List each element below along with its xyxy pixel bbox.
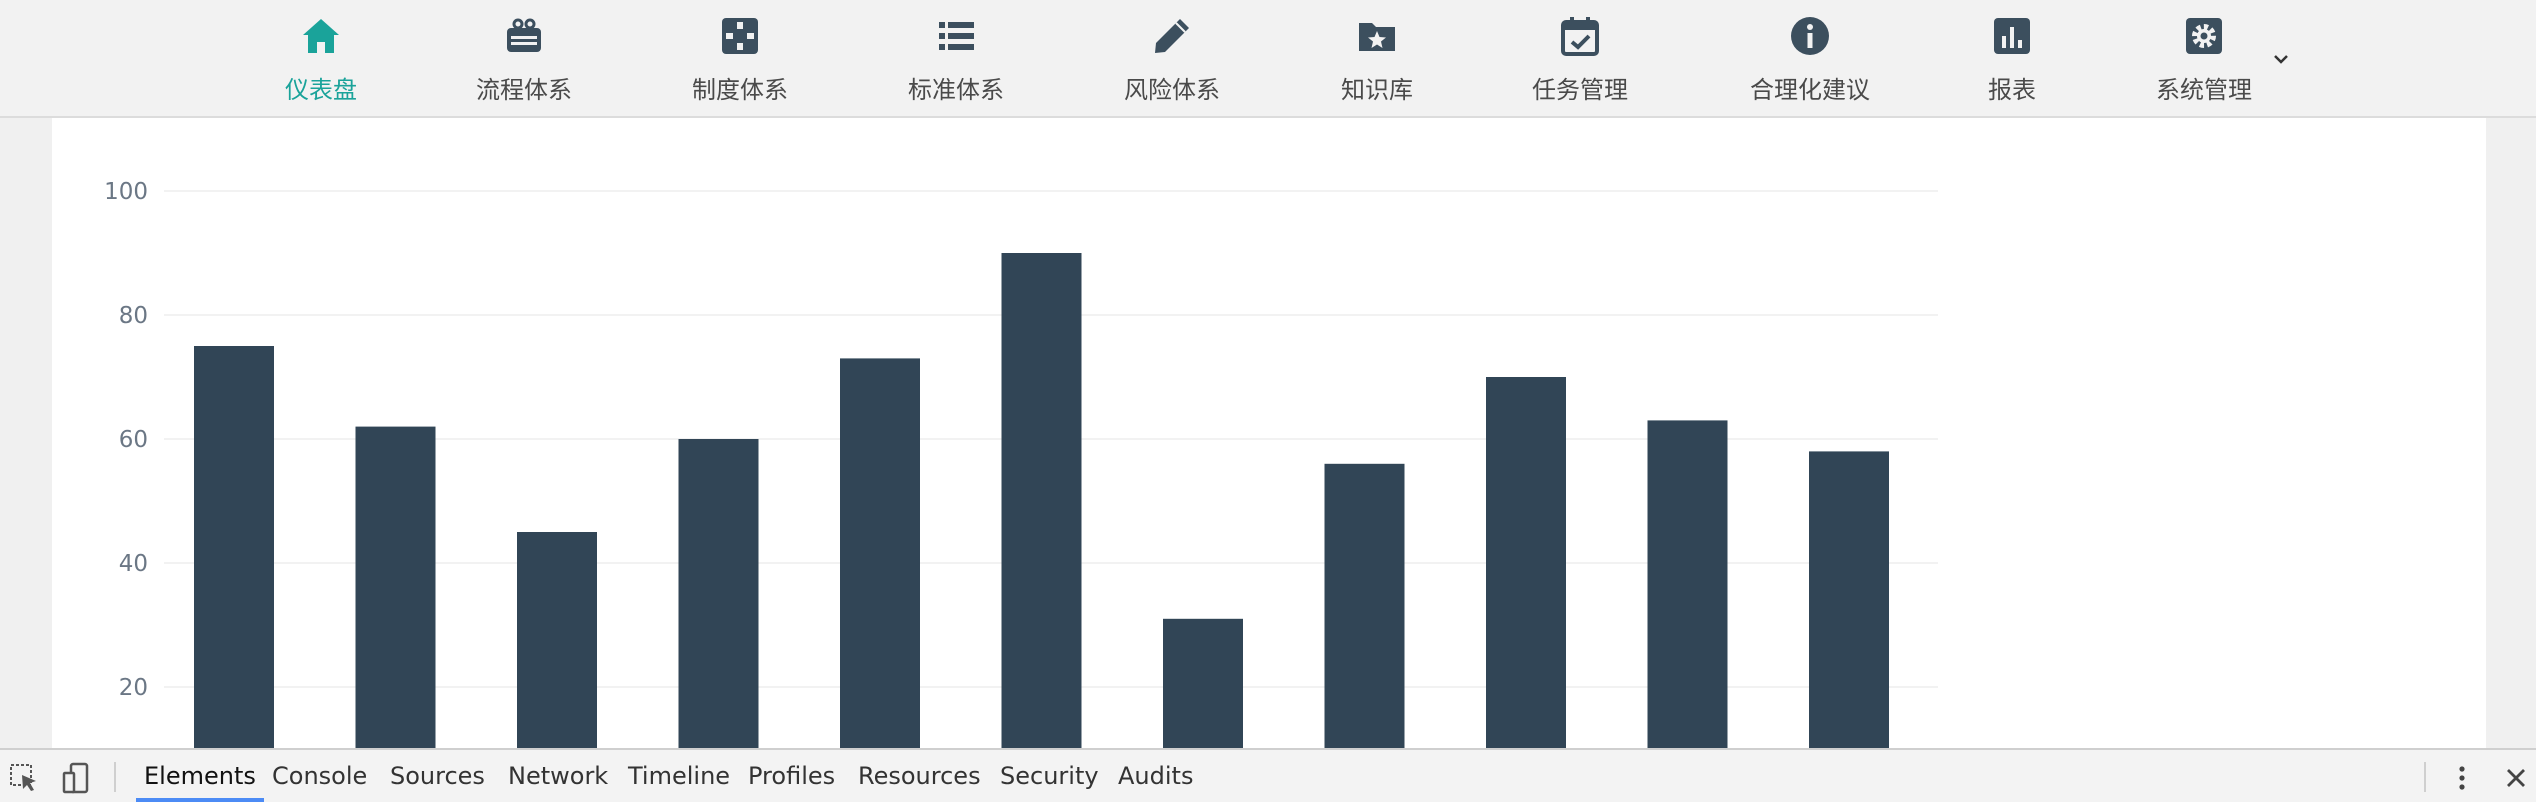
process-icon — [502, 14, 546, 58]
close-icon[interactable] — [2498, 760, 2534, 796]
bar-chart: 100 80 60 40 20 — [104, 179, 1938, 748]
tab-profiles[interactable]: Profiles — [748, 762, 836, 790]
y-tick-label: 60 — [119, 427, 148, 453]
tab-network[interactable]: Network — [508, 762, 609, 790]
nav-label: 合理化建议 — [1750, 76, 1870, 104]
chart-bar[interactable] — [517, 532, 597, 748]
tab-resources[interactable]: Resources — [858, 762, 981, 790]
nav-item-reports[interactable]: 报表 — [1982, 14, 2042, 104]
y-tick-label: 80 — [119, 303, 148, 329]
nav-label: 报表 — [1988, 76, 2036, 104]
calendar-check-icon — [1558, 14, 1602, 58]
nav-label: 流程体系 — [476, 76, 572, 104]
info-icon — [1788, 14, 1832, 58]
nav-item-system[interactable]: 系统管理 — [2150, 14, 2258, 104]
nav-label: 风险体系 — [1124, 76, 1220, 104]
y-tick-label: 20 — [119, 675, 148, 701]
nav-label: 制度体系 — [692, 76, 788, 104]
chart-bar[interactable] — [1324, 463, 1405, 748]
toolbar-divider — [114, 762, 116, 792]
chevron-down-icon[interactable] — [2268, 46, 2294, 72]
nav-item-dashboard[interactable]: 仪表盘 — [276, 14, 366, 104]
more-options-icon[interactable] — [2444, 760, 2480, 796]
gear-icon — [2182, 14, 2226, 58]
chart-bar[interactable] — [1001, 253, 1082, 748]
chart-bar[interactable] — [1163, 618, 1243, 748]
list-icon — [934, 14, 978, 58]
devtools-bar: Elements Console Sources Network Timelin… — [0, 748, 2536, 802]
tab-audits[interactable]: Audits — [1118, 762, 1194, 790]
home-icon — [299, 14, 343, 58]
chart-bar[interactable] — [1486, 377, 1566, 748]
nav-item-tasks[interactable]: 任务管理 — [1526, 14, 1634, 104]
top-navigation: 仪表盘 流程体系 制度体系 标准体系 风险体系 知识库 任务管理 — [0, 0, 2536, 118]
policy-icon — [718, 14, 762, 58]
y-tick-label: 100 — [104, 179, 148, 205]
nav-label: 仪表盘 — [285, 76, 357, 104]
nav-item-policy[interactable]: 制度体系 — [686, 14, 794, 104]
nav-item-suggestions[interactable]: 合理化建议 — [1742, 14, 1878, 104]
nav-label: 任务管理 — [1532, 76, 1628, 104]
chart-bar[interactable] — [840, 358, 920, 748]
toolbar-divider — [2424, 762, 2426, 792]
tab-timeline[interactable]: Timeline — [628, 762, 731, 790]
tab-security[interactable]: Security — [1000, 762, 1099, 790]
y-tick-label: 40 — [119, 551, 148, 577]
nav-label: 系统管理 — [2156, 76, 2252, 104]
nav-item-process[interactable]: 流程体系 — [470, 14, 578, 104]
tab-elements[interactable]: Elements — [136, 750, 264, 802]
chart-bar[interactable] — [355, 426, 436, 748]
nav-item-risk[interactable]: 风险体系 — [1118, 14, 1226, 104]
dashboard-panel: 100 80 60 40 20 — [52, 118, 2486, 748]
tab-console[interactable]: Console — [272, 762, 368, 790]
nav-item-knowledge[interactable]: 知识库 — [1330, 14, 1424, 104]
pencil-icon — [1150, 14, 1194, 58]
nav-label: 知识库 — [1341, 76, 1413, 104]
tab-sources[interactable]: Sources — [390, 762, 485, 790]
chart-bar[interactable] — [194, 346, 274, 748]
inspect-icon[interactable] — [6, 760, 42, 796]
chart-bar[interactable] — [678, 439, 759, 748]
star-folder-icon — [1355, 14, 1399, 58]
device-mode-icon[interactable] — [58, 760, 94, 796]
chart-bar[interactable] — [1647, 420, 1728, 748]
nav-label: 标准体系 — [908, 76, 1004, 104]
nav-item-standards[interactable]: 标准体系 — [902, 14, 1010, 104]
bar-chart-icon — [1990, 14, 2034, 58]
chart-bar[interactable] — [1809, 451, 1889, 748]
